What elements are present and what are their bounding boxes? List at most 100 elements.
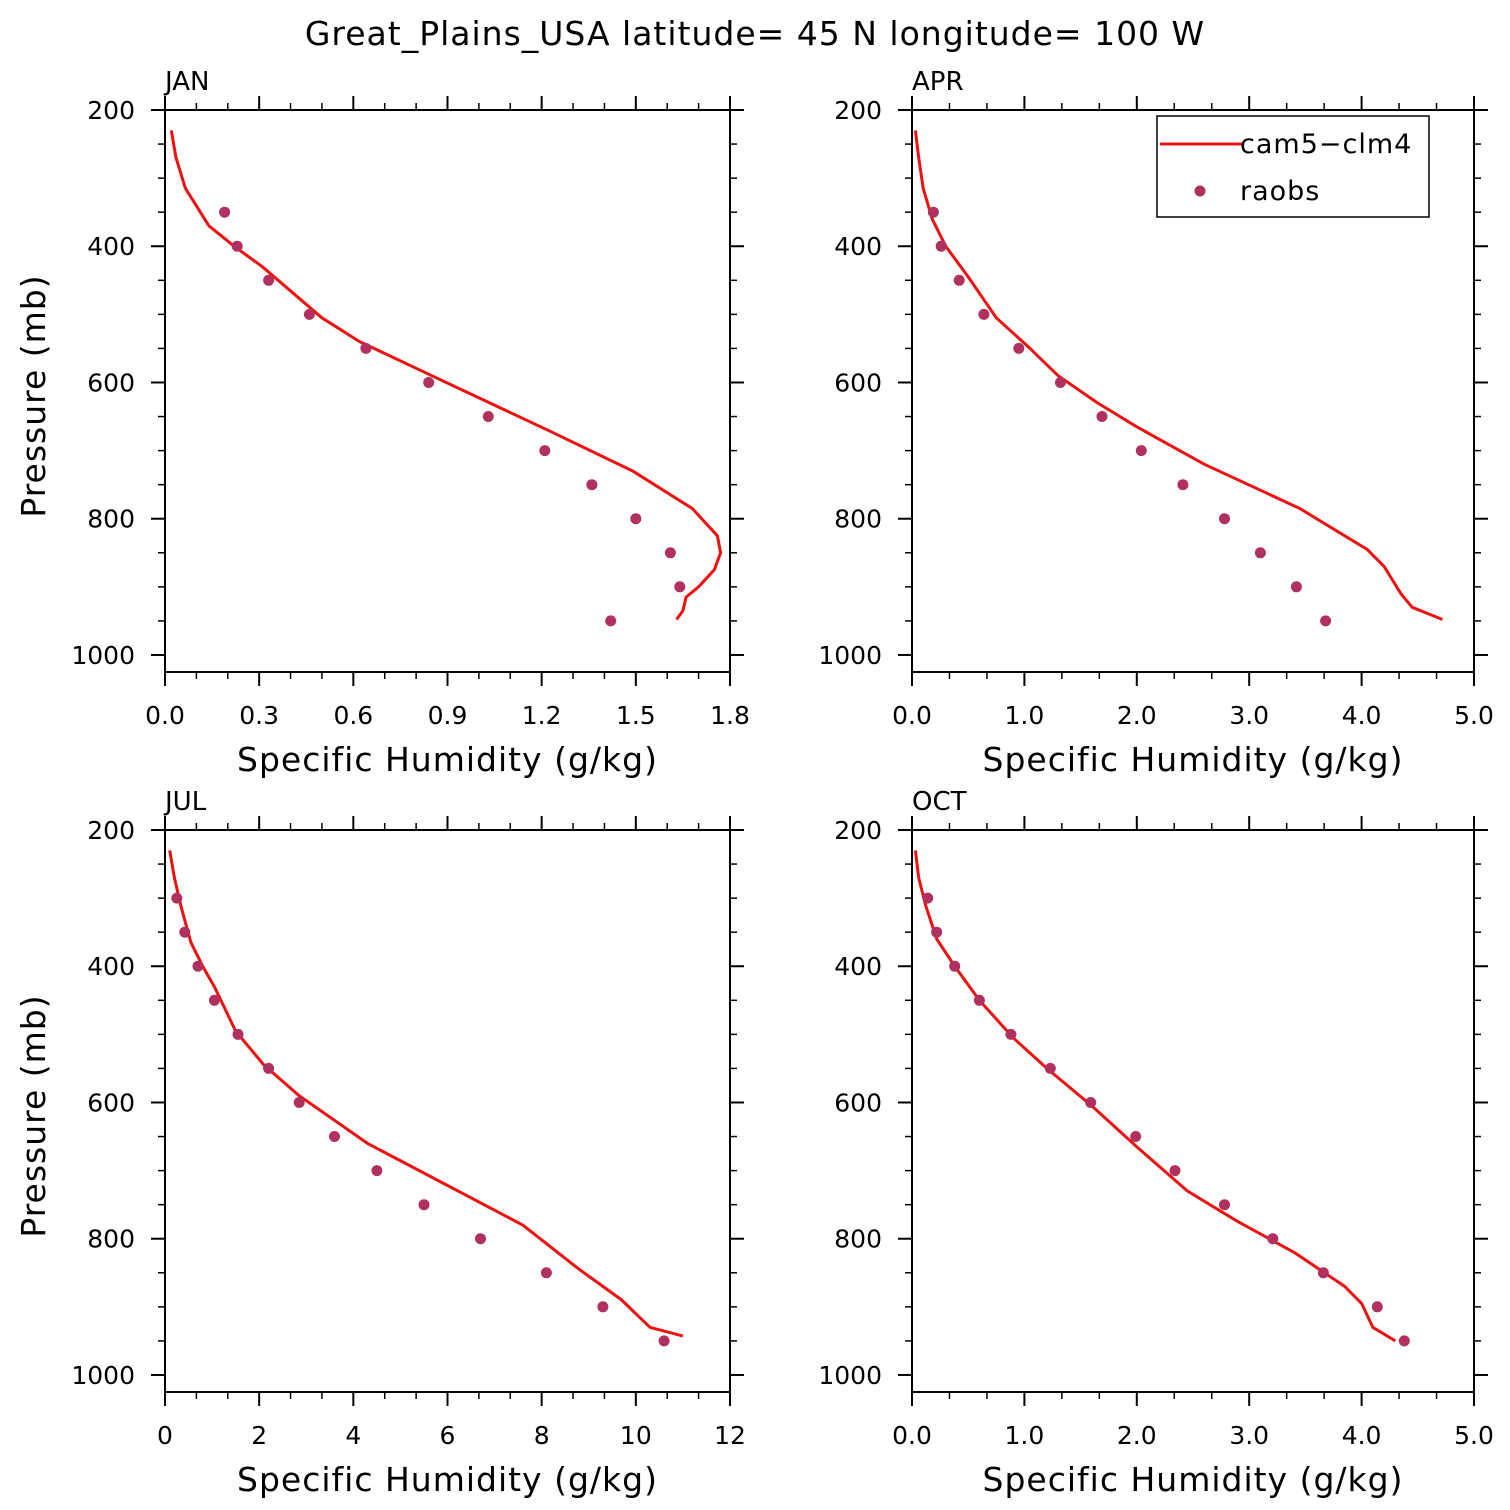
x-tick-label: 0.9: [428, 701, 468, 730]
y-tick-label: 600: [87, 368, 135, 397]
x-axis-label: Specific Humidity (g/kg): [983, 740, 1404, 779]
y-axis-label: Pressure (mb): [14, 274, 53, 517]
y-tick-label: 800: [87, 505, 135, 534]
data-point-raobs: [1371, 1301, 1383, 1313]
panel-apr: APR 0.0 1.0 2.0 3.0 4.0 5.0 200 400 600 800 1000 Spe…: [818, 67, 1494, 779]
y-tick-label: 1000: [71, 641, 135, 670]
x-tick-label: 12: [714, 1421, 746, 1450]
data-point-raobs: [303, 308, 315, 320]
data-point-raobs: [674, 581, 686, 593]
series-line-cam5-clm4: [169, 130, 723, 621]
data-point-raobs: [540, 1267, 552, 1279]
panel-label: JAN: [163, 67, 209, 97]
data-point-raobs: [1130, 1131, 1142, 1142]
data-point-raobs: [539, 445, 551, 457]
data-point-raobs: [232, 1028, 244, 1040]
x-tick-label: 4.0: [1342, 1421, 1382, 1450]
data-point-raobs: [219, 206, 231, 218]
data-point-raobs: [1219, 513, 1230, 525]
data-point-raobs: [935, 240, 947, 252]
data-point-raobs: [927, 206, 939, 218]
data-point-raobs: [664, 547, 676, 559]
data-point-raobs: [949, 960, 961, 972]
data-point-raobs: [586, 479, 598, 491]
data-point-raobs: [1013, 342, 1025, 354]
data-point-raobs: [192, 960, 204, 972]
data-point-raobs: [231, 240, 243, 252]
legend: cam5−clm4 raobs: [1156, 115, 1430, 218]
x-tick-label: 1.5: [616, 701, 656, 730]
y-tick-label: 600: [834, 1088, 882, 1117]
x-tick-label: 4: [345, 1421, 361, 1450]
data-point-raobs: [1320, 615, 1332, 627]
x-tick-label: 3.0: [1229, 1421, 1269, 1450]
data-point-raobs: [973, 994, 985, 1006]
plot-frame: [911, 109, 1475, 673]
legend-label-model: cam5−clm4: [1240, 129, 1412, 160]
legend-box: [1156, 115, 1430, 218]
panel-jan: JAN 0.0 0.3 0.6 0.9 1.2 1.5 1.8 200 400 600 800 1000…: [14, 67, 750, 779]
y-tick-label: 200: [87, 816, 135, 845]
y-tick-label: 200: [87, 96, 135, 125]
data-point-raobs: [423, 377, 435, 388]
y-axis-label: Pressure (mb): [14, 994, 53, 1237]
y-tick-label: 1000: [71, 1361, 135, 1390]
x-tick-label: 5.0: [1454, 1421, 1494, 1450]
data-point-raobs: [1054, 377, 1066, 388]
panel-label: JUL: [163, 787, 207, 817]
data-point-raobs: [1219, 1199, 1230, 1211]
y-tick-label: 600: [834, 368, 882, 397]
x-tick-label: 1.0: [1005, 1421, 1045, 1450]
x-tick-label: 1.0: [1005, 701, 1045, 730]
x-tick-label: 8: [534, 1421, 550, 1450]
x-tick-label: 2.0: [1117, 701, 1157, 730]
x-tick-label: 1.8: [710, 701, 750, 730]
data-point-raobs: [482, 411, 494, 422]
y-tick-label: 1000: [818, 1361, 882, 1390]
y-tick-label: 1000: [818, 641, 882, 670]
y-tick-label: 200: [834, 96, 882, 125]
x-tick-label: 0.3: [239, 701, 279, 730]
y-tick-label: 800: [87, 1225, 135, 1254]
data-point-raobs: [597, 1301, 609, 1313]
data-point-raobs: [179, 926, 191, 938]
x-tick-label: 4.0: [1342, 701, 1382, 730]
data-point-raobs: [171, 892, 183, 904]
panel-jul: JUL 0 2 4 6 8 10 12 200 400 600 800 1000 Specific Hum…: [14, 787, 746, 1499]
data-point-raobs: [978, 308, 990, 320]
y-tick-label: 400: [834, 952, 882, 981]
data-point-raobs: [1085, 1097, 1097, 1108]
data-point-raobs: [1398, 1335, 1410, 1347]
data-point-raobs: [953, 274, 965, 286]
panel-label: OCT: [912, 787, 967, 817]
figure-title: Great_Plains_USA latitude= 45 N longitud…: [305, 14, 1205, 53]
x-tick-label: 0.0: [145, 701, 185, 730]
data-point-raobs: [931, 926, 943, 938]
x-tick-label: 5.0: [1454, 701, 1494, 730]
y-tick-label: 800: [834, 1225, 882, 1254]
y-tick-label: 800: [834, 505, 882, 534]
data-point-raobs: [1005, 1028, 1017, 1040]
panel-oct: OCT 0.0 1.0 2.0 3.0 4.0 5.0 200 400 600 800 1000 Spe…: [818, 787, 1494, 1499]
data-point-raobs: [1096, 411, 1108, 422]
x-tick-label: 10: [620, 1421, 652, 1450]
data-point-raobs: [371, 1165, 383, 1177]
x-tick-label: 0.0: [892, 701, 932, 730]
x-tick-label: 1.2: [522, 701, 562, 730]
y-tick-label: 400: [834, 232, 882, 261]
data-point-raobs: [1290, 581, 1302, 593]
x-tick-label: 2.0: [1117, 1421, 1157, 1450]
x-axis-label: Specific Humidity (g/kg): [237, 1460, 658, 1499]
data-point-raobs: [329, 1131, 340, 1142]
data-point-raobs: [293, 1097, 305, 1108]
x-tick-label: 0.6: [333, 701, 373, 730]
data-point-raobs: [475, 1233, 486, 1245]
data-point-raobs: [630, 513, 642, 525]
data-point-raobs: [605, 615, 617, 627]
data-point-raobs: [1254, 547, 1266, 559]
x-tick-label: 0.0: [892, 1421, 932, 1450]
data-point-raobs: [1169, 1165, 1181, 1177]
data-point-raobs: [658, 1335, 670, 1347]
data-point-raobs: [1135, 445, 1147, 457]
